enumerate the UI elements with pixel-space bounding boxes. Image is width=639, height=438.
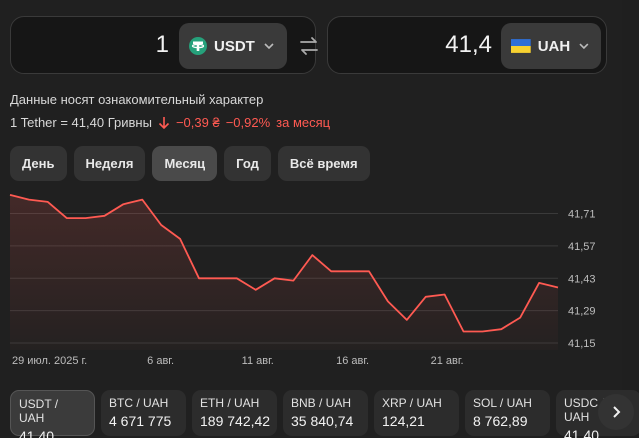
tab-all-time[interactable]: Всё время — [277, 146, 370, 181]
pair-card-sol-uah[interactable]: SOL / UAH 8 762,89 — [465, 390, 550, 436]
pair-value: 41,40 — [564, 427, 600, 438]
to-amount-field[interactable]: 41,4 UAH — [327, 16, 607, 74]
pair-label: SOL / UAH — [473, 396, 532, 410]
y-tick-label: 41,43 — [568, 273, 596, 285]
y-tick-label: 41,57 — [568, 241, 596, 253]
to-currency-code: UAH — [537, 37, 571, 55]
pair-label: ETH / UAH — [200, 396, 260, 410]
tab-week[interactable]: Неделя — [73, 146, 146, 181]
x-tick-label: 29 июл. 2025 г. — [12, 355, 87, 366]
exchange-widget: 1 USDT 41,4 UAH Данные носят ознакомит — [0, 16, 639, 438]
x-tick-label: 6 авг. — [147, 355, 174, 366]
tab-year[interactable]: Год — [224, 146, 271, 181]
from-amount-value[interactable]: 1 — [155, 31, 169, 58]
change-percent: −0,92% — [225, 115, 271, 130]
pair-card-eth-uah[interactable]: ETH / UAH 189 742,42 — [192, 390, 277, 436]
pair-card-btc-uah[interactable]: BTC / UAH 4 671 775 — [101, 390, 186, 436]
scroll-next-button[interactable] — [598, 394, 634, 430]
pair-card-usdt-uah[interactable]: USDT / UAH 41,40 — [10, 390, 95, 438]
x-tick-label: 11 авг. — [242, 355, 274, 366]
pair-value: 4 671 775 — [109, 413, 172, 429]
series-line — [9, 194, 559, 333]
pair-value: 41,40 — [19, 428, 55, 438]
to-amount-value[interactable]: 41,4 — [445, 31, 492, 58]
pair-label: BNB / UAH — [291, 396, 352, 410]
rate-text: 1 Tether = 41,40 Гривны — [10, 115, 152, 130]
from-amount-field[interactable]: 1 USDT — [10, 16, 316, 74]
x-tick-label: 21 авг. — [431, 355, 464, 366]
pair-label: USDC / UAH — [564, 396, 605, 424]
x-tick-label: 16 авг. — [336, 355, 369, 366]
pair-value: 35 840,74 — [291, 413, 354, 429]
pair-label: XRP / UAH — [382, 396, 442, 410]
from-currency-code: USDT — [214, 37, 255, 55]
chart-area — [10, 194, 558, 350]
rate-line: 1 Tether = 41,40 Гривны −0,39 ₴ −0,92% з… — [10, 115, 330, 130]
tab-day[interactable]: День — [10, 146, 67, 181]
pair-list: USDT / UAH 41,40 BTC / UAH 4 671 775 ETH… — [10, 390, 639, 438]
y-tick-label: 41,29 — [568, 306, 596, 318]
pair-value: 124,21 — [382, 413, 425, 429]
to-currency-select[interactable]: UAH — [501, 23, 601, 69]
chevron-down-icon — [264, 43, 274, 50]
y-tick-label: 41,71 — [568, 208, 596, 220]
pair-value: 8 762,89 — [473, 413, 528, 429]
tether-icon — [189, 37, 207, 55]
pair-value: 189 742,42 — [200, 413, 271, 429]
pair-card-bnb-uah[interactable]: BNB / UAH 35 840,74 — [283, 390, 368, 436]
pair-label: USDT / UAH — [19, 397, 59, 425]
pair-label: BTC / UAH — [109, 396, 169, 410]
chevron-right-icon — [613, 406, 621, 418]
disclaimer-text: Данные носят ознакомительный характер — [10, 92, 264, 107]
y-tick-label: 41,15 — [568, 338, 596, 350]
change-absolute: −0,39 ₴ — [175, 115, 220, 130]
chevron-down-icon — [579, 43, 589, 50]
swap-icon[interactable] — [298, 36, 320, 56]
pair-card-xrp-uah[interactable]: XRP / UAH 124,21 — [374, 390, 459, 436]
arrow-down-icon — [158, 116, 170, 129]
period-tabs: День Неделя Месяц Год Всё время — [10, 146, 370, 181]
tab-month[interactable]: Месяц — [152, 146, 218, 181]
price-chart[interactable]: 41,71 41,57 41,43 41,29 41,15 29 июл. 2025 г.… — [0, 188, 622, 366]
change-period: за месяц — [276, 115, 331, 130]
from-currency-select[interactable]: USDT — [179, 23, 287, 69]
ukraine-flag-icon — [511, 39, 531, 53]
